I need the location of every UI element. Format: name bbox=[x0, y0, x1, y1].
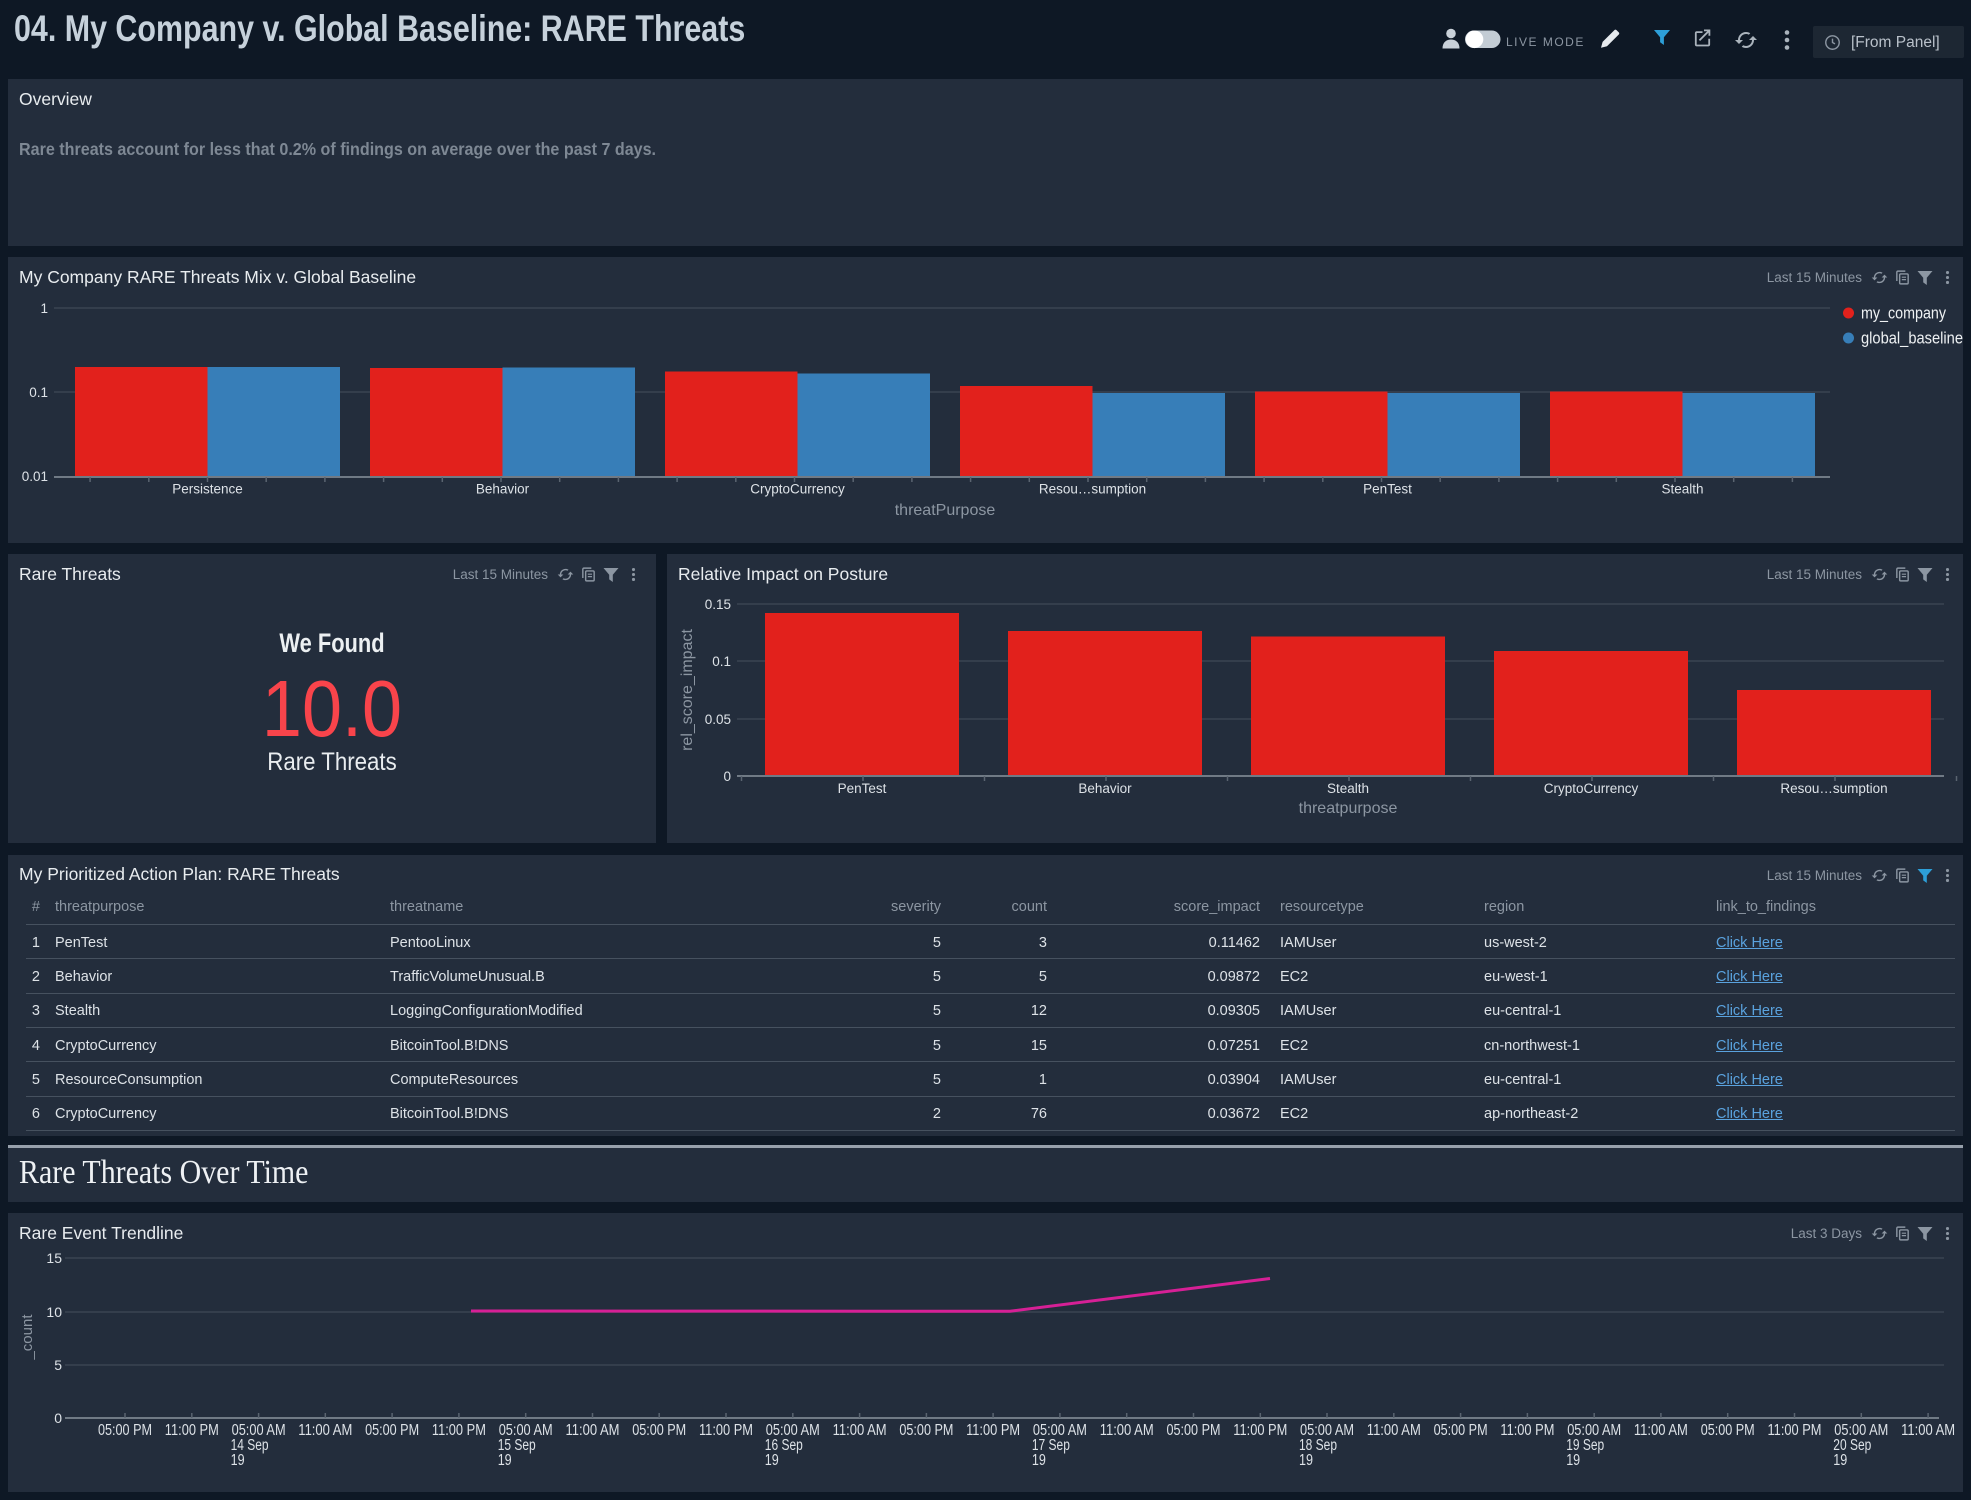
svg-text:19: 19 bbox=[765, 1452, 779, 1469]
svg-text:11:00 AM: 11:00 AM bbox=[566, 1422, 620, 1439]
svg-text:05:00 PM: 05:00 PM bbox=[1701, 1422, 1755, 1439]
svg-text:11:00 PM: 11:00 PM bbox=[432, 1422, 486, 1439]
svg-text:19: 19 bbox=[498, 1452, 512, 1469]
svg-text:Behavior: Behavior bbox=[476, 482, 530, 497]
svg-text:Stealth: Stealth bbox=[1327, 781, 1369, 796]
svg-text:11:00 PM: 11:00 PM bbox=[1233, 1422, 1287, 1439]
svg-text:11:00 AM: 11:00 AM bbox=[1634, 1422, 1688, 1439]
svg-text:CryptoCurrency: CryptoCurrency bbox=[1544, 781, 1639, 796]
svg-text:11:00 AM: 11:00 AM bbox=[1901, 1422, 1955, 1439]
svg-text:05:00 AM: 05:00 AM bbox=[1300, 1422, 1354, 1439]
svg-text:0.1: 0.1 bbox=[29, 385, 48, 400]
svg-text:11:00 PM: 11:00 PM bbox=[966, 1422, 1020, 1439]
svg-text:05:00 AM: 05:00 AM bbox=[232, 1422, 286, 1439]
svg-text:19 Sep: 19 Sep bbox=[1566, 1437, 1604, 1454]
svg-text:05:00 AM: 05:00 AM bbox=[1834, 1422, 1888, 1439]
svg-text:05:00 PM: 05:00 PM bbox=[365, 1422, 419, 1439]
svg-text:PenTest: PenTest bbox=[1363, 482, 1412, 497]
svg-text:CryptoCurrency: CryptoCurrency bbox=[750, 482, 845, 497]
svg-text:0.15: 0.15 bbox=[705, 597, 731, 612]
svg-text:0.05: 0.05 bbox=[705, 712, 731, 727]
svg-text:19: 19 bbox=[1833, 1452, 1847, 1469]
svg-text:1: 1 bbox=[40, 301, 48, 316]
svg-text:Stealth: Stealth bbox=[1661, 482, 1703, 497]
svg-text:Resou…sumption: Resou…sumption bbox=[1039, 482, 1146, 497]
svg-text:05:00 PM: 05:00 PM bbox=[1434, 1422, 1488, 1439]
svg-text:Resou…sumption: Resou…sumption bbox=[1780, 781, 1887, 796]
svg-text:11:00 PM: 11:00 PM bbox=[699, 1422, 753, 1439]
svg-text:15 Sep: 15 Sep bbox=[498, 1437, 536, 1454]
svg-text:05:00 PM: 05:00 PM bbox=[98, 1422, 152, 1439]
svg-text:0.1: 0.1 bbox=[712, 654, 731, 669]
svg-text:16 Sep: 16 Sep bbox=[765, 1437, 803, 1454]
svg-text:rel_score_impact: rel_score_impact bbox=[679, 629, 696, 751]
svg-text:11:00 PM: 11:00 PM bbox=[165, 1422, 219, 1439]
svg-text:11:00 AM: 11:00 AM bbox=[1367, 1422, 1421, 1439]
svg-text:05:00 AM: 05:00 AM bbox=[499, 1422, 553, 1439]
svg-text:19: 19 bbox=[1566, 1452, 1580, 1469]
svg-text:11:00 AM: 11:00 AM bbox=[833, 1422, 887, 1439]
svg-text:05:00 PM: 05:00 PM bbox=[899, 1422, 953, 1439]
svg-text:11:00 AM: 11:00 AM bbox=[1100, 1422, 1154, 1439]
svg-text:11:00 AM: 11:00 AM bbox=[298, 1422, 352, 1439]
svg-text:19: 19 bbox=[1032, 1452, 1046, 1469]
svg-text:PenTest: PenTest bbox=[838, 781, 887, 796]
svg-text:05:00 PM: 05:00 PM bbox=[1167, 1422, 1221, 1439]
svg-text:05:00 AM: 05:00 AM bbox=[1567, 1422, 1621, 1439]
svg-text:0: 0 bbox=[54, 1410, 62, 1426]
svg-text:global_baseline: global_baseline bbox=[1861, 329, 1963, 348]
svg-text:_count: _count bbox=[19, 1314, 36, 1361]
svg-text:18 Sep: 18 Sep bbox=[1299, 1437, 1337, 1454]
svg-text:05:00 AM: 05:00 AM bbox=[766, 1422, 820, 1439]
svg-text:10: 10 bbox=[46, 1304, 62, 1320]
svg-text:0: 0 bbox=[723, 769, 731, 784]
svg-text:11:00 PM: 11:00 PM bbox=[1768, 1422, 1822, 1439]
svg-text:my_company: my_company bbox=[1861, 304, 1946, 323]
svg-text:05:00 AM: 05:00 AM bbox=[1033, 1422, 1087, 1439]
svg-text:19: 19 bbox=[1299, 1452, 1313, 1469]
svg-text:11:00 PM: 11:00 PM bbox=[1500, 1422, 1554, 1439]
svg-text:20 Sep: 20 Sep bbox=[1833, 1437, 1871, 1454]
svg-text:0.01: 0.01 bbox=[22, 469, 48, 484]
svg-text:threatpurpose: threatpurpose bbox=[1299, 800, 1398, 817]
svg-text:threatPurpose: threatPurpose bbox=[895, 502, 996, 519]
svg-text:15: 15 bbox=[46, 1250, 62, 1266]
svg-text:14 Sep: 14 Sep bbox=[231, 1437, 269, 1454]
svg-text:05:00 PM: 05:00 PM bbox=[632, 1422, 686, 1439]
svg-text:17 Sep: 17 Sep bbox=[1032, 1437, 1070, 1454]
svg-text:Behavior: Behavior bbox=[1078, 781, 1132, 796]
svg-text:5: 5 bbox=[54, 1357, 62, 1373]
svg-text:Persistence: Persistence bbox=[172, 482, 243, 497]
svg-text:19: 19 bbox=[231, 1452, 245, 1469]
